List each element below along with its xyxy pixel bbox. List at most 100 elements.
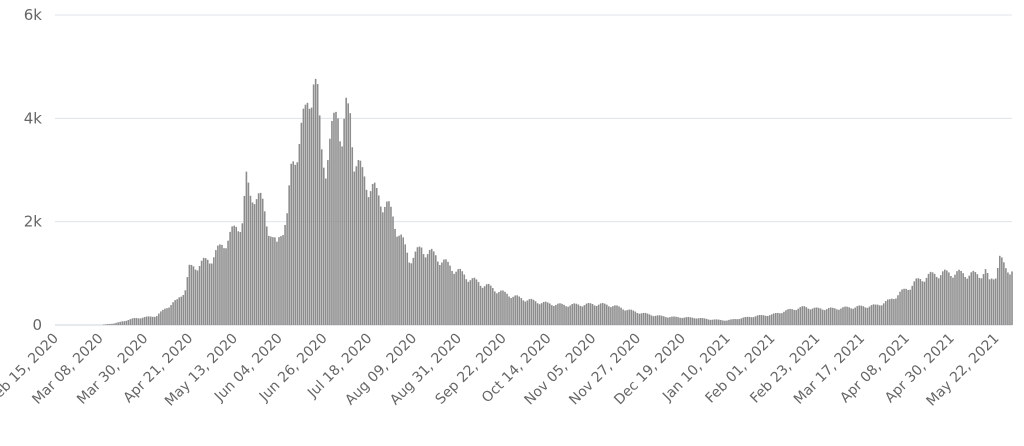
bar [544, 301, 547, 325]
bar [172, 302, 174, 325]
bar [632, 310, 635, 325]
bar [314, 78, 317, 326]
bar [351, 147, 354, 325]
bar [398, 235, 400, 325]
bar [915, 278, 918, 325]
bar [331, 120, 333, 326]
bar [907, 289, 909, 325]
bar [726, 320, 728, 325]
bar [964, 276, 966, 325]
bar [463, 274, 466, 325]
bar [288, 185, 290, 325]
bar [614, 305, 616, 325]
bar [897, 295, 899, 325]
bar [536, 303, 539, 325]
bar [581, 306, 584, 325]
bar [485, 284, 488, 325]
bar [371, 183, 374, 325]
bar [392, 216, 394, 325]
bar [494, 291, 496, 325]
bar [713, 319, 716, 325]
bar [996, 267, 999, 325]
bar [638, 313, 641, 325]
bar [164, 308, 166, 325]
bar [827, 307, 830, 325]
bar [941, 271, 944, 325]
bar [675, 316, 677, 325]
bar [750, 317, 753, 325]
bar [451, 270, 453, 325]
bar [546, 302, 549, 325]
bar [428, 249, 431, 325]
bar [239, 232, 242, 325]
bar [129, 319, 132, 325]
bar [432, 251, 435, 325]
bar [241, 223, 244, 325]
bar [766, 315, 769, 325]
bar [229, 231, 231, 325]
bar [874, 304, 877, 325]
bar [514, 295, 516, 325]
bar [355, 166, 358, 325]
bar [593, 305, 596, 325]
bar [469, 280, 472, 325]
bar [520, 298, 523, 325]
bar [353, 171, 356, 325]
bar [261, 198, 264, 325]
bar [899, 291, 901, 325]
y-axis-ticks: 0 2k 4k 6k [24, 6, 43, 334]
bar [640, 313, 643, 325]
bar [551, 305, 553, 325]
bar [443, 259, 445, 325]
bar [807, 308, 810, 325]
bar [202, 257, 205, 325]
bar [137, 318, 140, 325]
bar [648, 314, 651, 325]
bar [467, 281, 470, 325]
bar [933, 273, 936, 325]
bar [506, 293, 508, 325]
bar [1009, 274, 1011, 325]
bar [540, 303, 543, 325]
bar [176, 299, 178, 325]
bar [339, 141, 341, 325]
bar [516, 295, 519, 325]
bar [770, 314, 773, 325]
bar [274, 237, 276, 325]
bar [337, 118, 339, 325]
bar [626, 310, 628, 325]
bar [764, 315, 767, 325]
bar [441, 262, 443, 325]
bar [107, 324, 109, 325]
bar [852, 308, 854, 325]
bar [624, 310, 626, 325]
bar [178, 297, 180, 325]
bar [414, 251, 417, 325]
bar [325, 178, 327, 325]
bar [251, 202, 254, 325]
bar [1007, 272, 1009, 325]
bar [842, 307, 844, 325]
bar [990, 278, 993, 325]
bar [272, 237, 274, 325]
bar [656, 315, 659, 325]
bar [595, 306, 598, 325]
bar [1005, 268, 1007, 325]
bar [259, 192, 262, 325]
bar [882, 303, 885, 325]
bar [671, 316, 673, 325]
bar [131, 318, 134, 325]
bar [840, 308, 842, 325]
bar [748, 316, 751, 325]
bar [705, 318, 708, 325]
bar [603, 303, 606, 325]
bar [866, 307, 869, 325]
bar [856, 306, 859, 325]
bar [872, 304, 875, 325]
bar [575, 303, 578, 325]
bar [634, 311, 637, 325]
bar [424, 257, 427, 325]
bar [318, 115, 321, 325]
bar [803, 306, 806, 325]
bar [290, 163, 292, 325]
